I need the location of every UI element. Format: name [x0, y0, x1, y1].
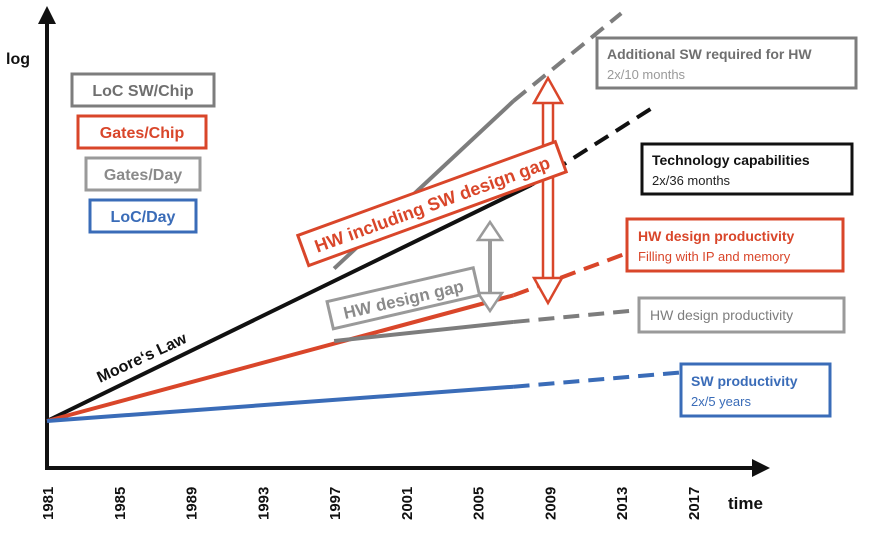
- x-axis-label: time: [728, 494, 763, 513]
- x-tick-label-1997: 1997: [327, 487, 344, 520]
- x-tick-label-1981: 1981: [40, 487, 57, 520]
- svg-text:Additional SW required for HW: Additional SW required for HW: [607, 46, 812, 62]
- svg-text:2x/10 months: 2x/10 months: [607, 67, 686, 82]
- y-axis-label: log: [6, 51, 30, 68]
- annotation-hw-design-ip: HW design productivity Filling with IP a…: [625, 217, 845, 273]
- svg-text:HW design productivity: HW design productivity: [638, 228, 795, 244]
- svg-text:LoC SW/Chip: LoC SW/Chip: [92, 83, 194, 100]
- svg-text:LoC/Day: LoC/Day: [111, 209, 176, 226]
- x-axis-arrowhead: [752, 459, 770, 477]
- y-axis-arrowhead: [38, 6, 56, 24]
- x-tick-label-1989: 1989: [184, 487, 201, 520]
- svg-text:2x/36 months: 2x/36 months: [652, 173, 731, 188]
- series-line-2: [46, 293, 515, 423]
- x-tick-label-2001: 2001: [399, 487, 416, 520]
- x-tick-label-2013: 2013: [614, 487, 631, 520]
- svg-text:2x/5 years: 2x/5 years: [691, 394, 751, 409]
- legend-item-loc-sw-chip: LoC SW/Chip: [70, 72, 216, 108]
- series-line-0: [46, 182, 533, 423]
- series-projection-4: [513, 369, 694, 389]
- legend-item-gates-chip: Gates/Chip: [76, 114, 208, 150]
- svg-text:HW including SW design gap: HW including SW design gap: [312, 153, 553, 257]
- svg-text:HW design productivity: HW design productivity: [650, 307, 793, 323]
- svg-text:SW productivity: SW productivity: [691, 373, 798, 389]
- legend-item-gates-day: Gates/Day: [84, 156, 202, 192]
- annotation-technology: Technology capabilities 2x/36 months: [640, 142, 854, 196]
- legend-item-loc-day: LoC/Day: [88, 198, 198, 234]
- svg-text:Gates/Chip: Gates/Chip: [100, 125, 185, 142]
- hw-design-gap-label: HW design gap: [325, 266, 482, 331]
- x-tick-label-2009: 2009: [542, 487, 559, 520]
- annotation-hw-design: HW design productivity: [637, 296, 846, 334]
- annotation-sw-productivity: SW productivity 2x/5 years: [679, 362, 832, 418]
- series-line-3: [333, 319, 514, 343]
- svg-text:Filling with IP and memory: Filling with IP and memory: [638, 249, 791, 264]
- annotation-additional-sw: Additional SW required for HW 2x/10 mont…: [595, 36, 858, 90]
- x-tick-label-1985: 1985: [112, 487, 129, 520]
- hw-sw-design-gap-label: HW including SW design gap: [295, 139, 569, 268]
- x-tick-labels: 1981 1985 1989 1993 1997 2001 2005 2009 2013 2017: [40, 487, 703, 520]
- svg-text:Technology capabilities: Technology capabilities: [652, 152, 810, 168]
- x-tick-label-2005: 2005: [471, 487, 488, 520]
- x-tick-label-2017: 2017: [686, 487, 703, 520]
- legend: LoC SW/Chip Gates/Chip Gates/Day LoC/Day: [70, 72, 216, 234]
- series-line-4: [46, 384, 514, 423]
- series-projection-1: [512, 11, 623, 103]
- svg-text:Gates/Day: Gates/Day: [104, 167, 182, 184]
- hw-sw-design-gap-arrow: [531, 75, 565, 306]
- hw-design-gap-arrow: [475, 219, 505, 314]
- x-tick-label-1993: 1993: [255, 487, 272, 520]
